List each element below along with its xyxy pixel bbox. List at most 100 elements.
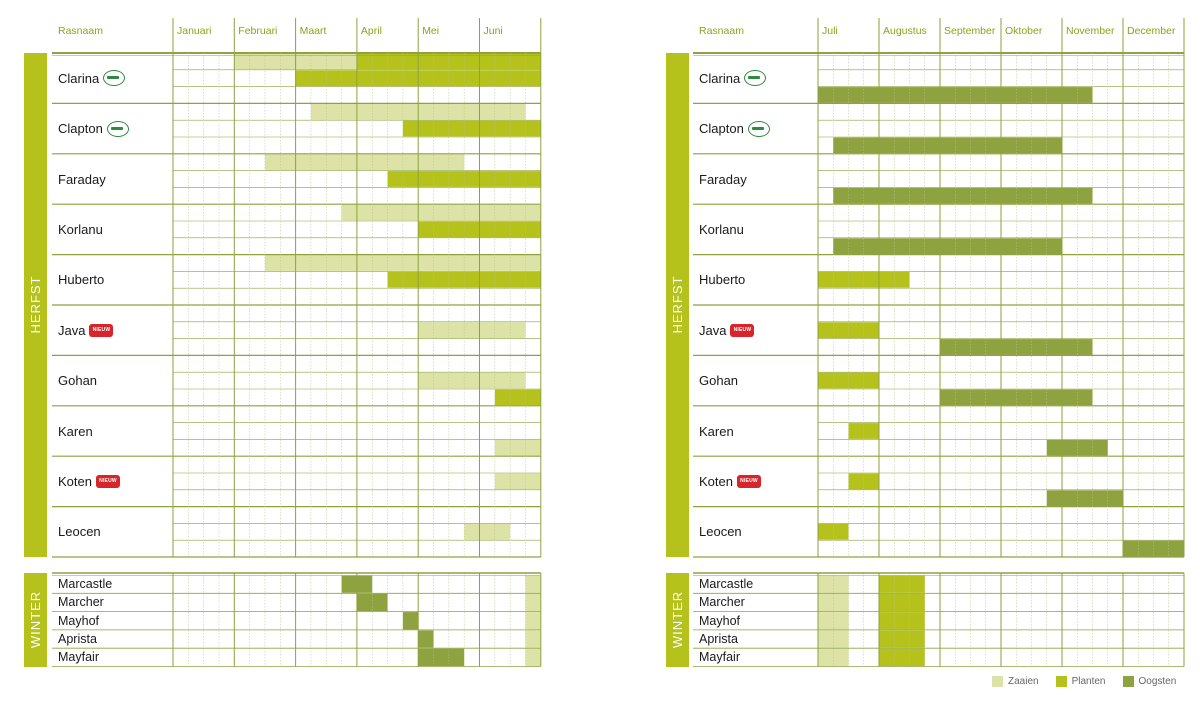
bar-oogsten: [833, 137, 1062, 154]
winter-variety-name: Mayhof: [58, 613, 99, 628]
variety-name: Java NIEUW: [699, 321, 755, 339]
bar-planten: [879, 630, 925, 648]
badge-icon: [747, 120, 770, 137]
variety-label: Gohan: [58, 373, 98, 389]
badge-icon: [106, 120, 129, 137]
variety-name: Huberto: [58, 271, 104, 289]
month-header: November: [1066, 25, 1115, 37]
bar-zaaien: [494, 473, 541, 490]
month-header: Juli: [822, 25, 838, 37]
bar-planten: [494, 389, 541, 406]
herfst-label: HERFST: [28, 275, 43, 334]
legend-label-oogsten: Oogsten: [1138, 676, 1177, 687]
bar-zaaien: [341, 204, 541, 221]
bar-oogsten: [402, 612, 419, 630]
winter-variety-name: Aprista: [58, 632, 97, 647]
winter-variety-name: Aprista: [699, 632, 738, 647]
variety-name: Gohan: [699, 372, 738, 390]
month-header: Oktober: [1005, 25, 1043, 37]
variety-label: Faraday: [699, 171, 747, 187]
month-header: April: [360, 25, 382, 37]
bar-planten: [848, 473, 879, 490]
month-header: December: [1127, 25, 1176, 37]
variety-label: Java: [699, 322, 727, 338]
bar-oogsten: [418, 648, 465, 666]
variety-name: Huberto: [699, 271, 745, 289]
herfst-label: HERFST: [670, 275, 685, 334]
winter-variety-name: Marcastle: [699, 577, 754, 592]
variety-label: Clarina: [58, 70, 100, 86]
new-icon: NIEUW: [730, 323, 755, 337]
bar-planten: [879, 612, 925, 630]
variety-label: Leocen: [58, 524, 101, 540]
winter-variety-name: Mayfair: [699, 650, 740, 665]
variety-label: Gohan: [699, 373, 739, 389]
bar-zaaien: [494, 439, 541, 456]
variety-name: Karen: [699, 422, 734, 440]
bar-zaaien: [525, 630, 541, 648]
legend-swatch-zaaien: [992, 676, 1003, 687]
bar-oogsten: [940, 389, 1093, 406]
bar-oogsten: [833, 187, 1093, 204]
bar-zaaien: [525, 575, 541, 593]
bar-zaaien: [418, 372, 526, 389]
winter-variety-name: Mayhof: [699, 613, 740, 628]
variety-name: Leocen: [58, 523, 101, 541]
variety-name: Leocen: [699, 523, 742, 541]
variety-name: Koten NIEUW: [58, 472, 120, 490]
winter-band: [666, 573, 689, 667]
bar-planten: [356, 53, 541, 70]
variety-label: Koten: [699, 473, 733, 489]
bar-planten: [879, 593, 925, 612]
variety-label: Korlanu: [58, 221, 103, 237]
variety-name: Korlanu: [699, 220, 744, 238]
new-icon: NIEUW: [95, 474, 120, 488]
variety-name: Java NIEUW: [58, 321, 114, 339]
variety-name: Faraday: [58, 170, 106, 188]
variety-name: Faraday: [699, 170, 747, 188]
legend-label-planten: Planten: [1071, 676, 1106, 687]
bar-zaaien: [818, 593, 849, 612]
badge-icon: [744, 70, 767, 87]
variety-name: Korlanu: [58, 220, 103, 238]
new-icon: NIEUW: [89, 323, 114, 337]
bar-zaaien: [818, 612, 849, 630]
variety-name: Clarina: [58, 69, 126, 87]
variety-name: Clapton: [699, 120, 770, 138]
variety-name: Koten NIEUW: [699, 472, 761, 490]
legend-swatch-oogsten: [1122, 676, 1134, 687]
bar-zaaien: [418, 322, 526, 339]
month-header: September: [944, 25, 996, 37]
variety-label: Clapton: [699, 121, 744, 137]
herfst-band: [24, 53, 47, 557]
month-header: Augustus: [883, 25, 927, 37]
variety-name: Clarina: [699, 69, 767, 87]
variety-label: Faraday: [58, 171, 106, 187]
variety-label: Java: [58, 322, 86, 338]
variety-label: Leocen: [699, 524, 742, 540]
legend-swatch-planten: [1055, 676, 1067, 687]
winter-variety-name: Marcher: [58, 595, 104, 610]
badge-icon: [103, 70, 126, 87]
variety-label: Karen: [699, 423, 734, 439]
month-header: Januari: [177, 25, 212, 37]
bar-planten: [818, 523, 849, 540]
legend: Zaaien Planten Oogsten: [992, 676, 1176, 687]
variety-name: Karen: [58, 422, 93, 440]
bar-zaaien: [464, 523, 511, 540]
herfst-band: [666, 53, 689, 557]
variety-name: Clapton: [58, 120, 129, 138]
bar-zaaien: [264, 154, 465, 171]
bar-planten: [387, 271, 541, 288]
bar-zaaien: [525, 648, 541, 666]
bar-zaaien: [525, 612, 541, 630]
month-header: Mei: [422, 25, 440, 37]
winter-variety-name: Mayfair: [58, 650, 99, 665]
bar-oogsten: [1046, 490, 1123, 507]
header-rasnaam: Rasnaam: [699, 25, 744, 37]
legend-label-zaaien: Zaaien: [1008, 676, 1039, 687]
bar-planten: [879, 648, 925, 666]
month-header: Maart: [299, 25, 327, 37]
variety-label: Koten: [58, 473, 92, 489]
